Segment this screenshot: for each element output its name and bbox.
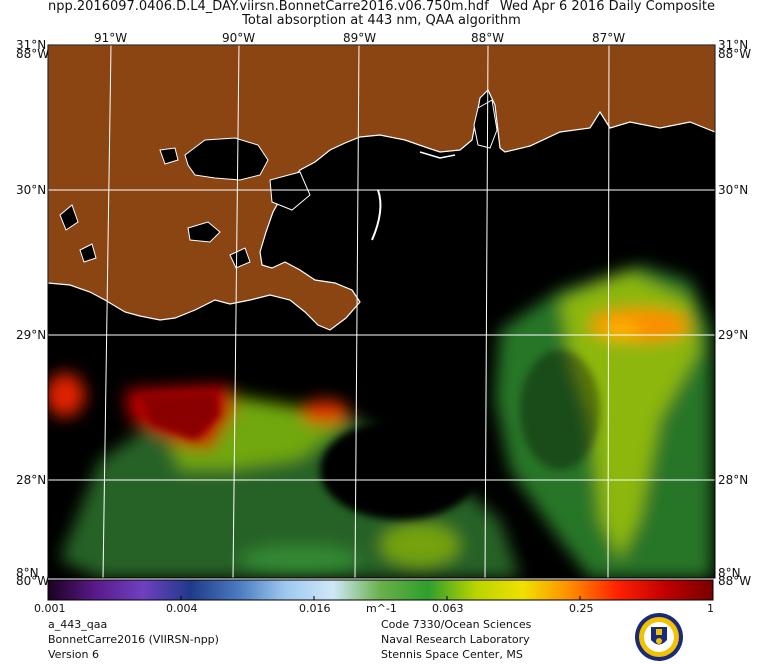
lat-label-right: 28°N: [718, 473, 749, 487]
nrl-seal-icon: [635, 613, 683, 661]
colorbar-tick-label: 0.001: [34, 602, 66, 615]
footer-left: a_443_qaa BonnetCarre2016 (VIIRSN-npp) V…: [48, 617, 219, 662]
colorbar-tick-label: 0.25: [569, 602, 594, 615]
lon-label: 87°W: [592, 31, 626, 45]
lake-maurepas: [159, 147, 179, 165]
lat-label-right: 30°N: [718, 183, 749, 197]
org-code: Code 7330/Ocean Sciences: [381, 618, 532, 631]
lat-label-right: 29°N: [718, 328, 749, 342]
composite-date: Wed Apr 6 2016 Daily Composite: [499, 0, 715, 14]
footer-right: Code 7330/Ocean Sciences Naval Research …: [381, 617, 531, 662]
lat-label-right: 8°N: [718, 566, 741, 580]
lon-label: 91°W: [94, 31, 128, 45]
org-location: Stennis Space Center, MS: [381, 648, 523, 661]
version: Version 6: [48, 648, 99, 661]
lat-label-right: 31°N: [718, 38, 749, 52]
lat-label-left: 30°N: [16, 183, 47, 197]
lat-label-left: 8°N: [16, 566, 39, 580]
title-block: npp.2016097.0406.D.L4_DAY.viirsn.BonnetC…: [48, 0, 715, 28]
lat-label-left: 29°N: [16, 328, 47, 342]
land-mass: [48, 45, 715, 331]
product-name: a_443_qaa: [48, 618, 108, 631]
colorbar-ticks: [47, 596, 714, 600]
corner-label: 80°W: [16, 574, 50, 588]
colorbar-tick-label: 0.063: [432, 602, 464, 615]
west-red-patch: [48, 373, 85, 417]
file-name: npp.2016097.0406.D.L4_DAY.viirsn.BonnetC…: [48, 0, 489, 14]
lon-label: 89°W: [343, 31, 377, 45]
corner-label: 88°W: [718, 574, 752, 588]
east-plume-yellow: [560, 272, 700, 560]
colorbar-unit: m^-1: [366, 602, 397, 615]
lat-label-left: 28°N: [16, 473, 47, 487]
lat-label-left: 31°N: [16, 38, 47, 52]
colorbar-tick-label: 0.016: [299, 602, 331, 615]
barataria-bay: [187, 221, 221, 243]
colorbar-tick-label: 1: [707, 602, 714, 615]
lon-label: 90°W: [222, 31, 256, 45]
corner-label: 88°W: [718, 47, 752, 61]
dataset-name: BonnetCarre2016 (VIIRSN-npp): [48, 633, 219, 646]
org-name: Naval Research Laboratory: [381, 633, 530, 646]
lake-pontchartrain: [184, 137, 269, 181]
corner-label: 88°W: [16, 47, 50, 61]
lon-label: 88°W: [471, 31, 505, 45]
mobile-bay: [473, 99, 498, 149]
colorbar: [47, 579, 714, 601]
product-title: Total absorption at 443 nm, QAA algorith…: [242, 13, 521, 28]
lake-borgne: [269, 171, 311, 211]
colorbar-tick-label: 0.004: [166, 602, 198, 615]
chandeleur-islands: [371, 189, 382, 241]
graticule: [48, 44, 715, 579]
